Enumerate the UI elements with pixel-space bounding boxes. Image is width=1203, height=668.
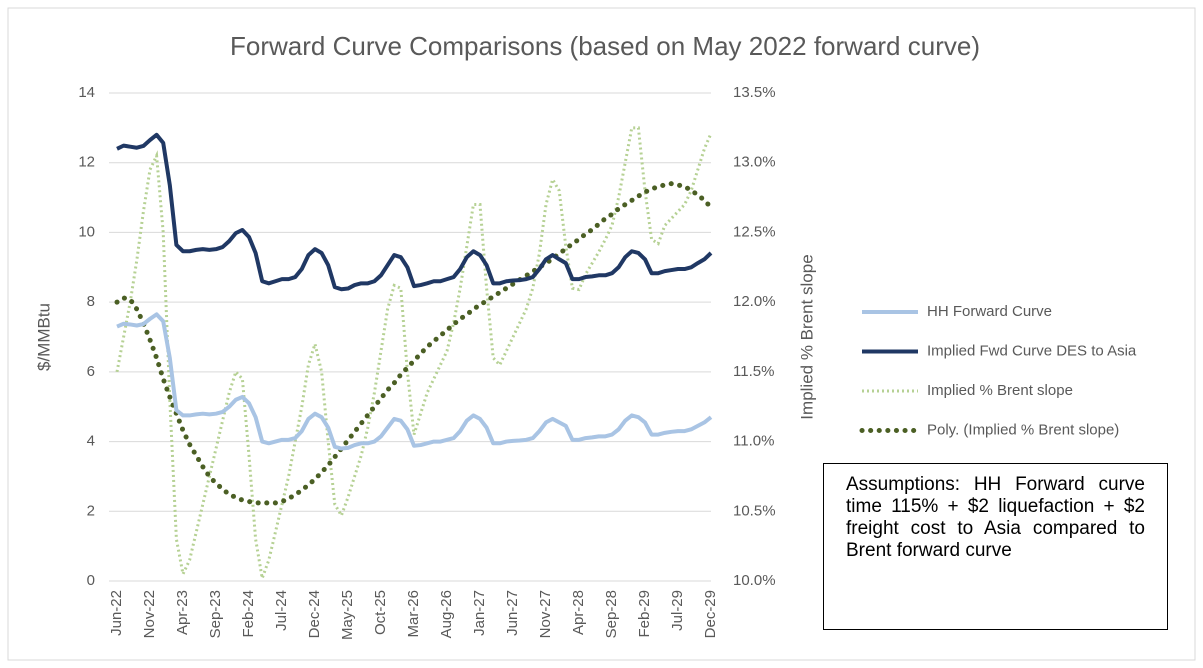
y2-tick-label: 13.0% <box>733 154 776 171</box>
y2-tick-label: 12.5% <box>733 223 776 240</box>
x-tick-label: Dec-29 <box>702 590 719 638</box>
legend-label: HH Forward Curve <box>927 303 1052 320</box>
y-tick-label: 14 <box>78 84 95 101</box>
x-tick-label: Nov-27 <box>537 590 554 638</box>
y-axis-title: $/MMBtu <box>34 303 53 371</box>
y2-tick-label: 11.0% <box>733 433 774 450</box>
series-line <box>116 312 713 451</box>
y-tick-label: 2 <box>87 502 95 519</box>
x-tick-label: Jul-24 <box>273 590 290 631</box>
chart-title: Forward Curve Comparisons (based on May … <box>230 31 980 61</box>
x-tick-label: Apr-28 <box>570 590 587 635</box>
y2-tick-label: 13.5% <box>733 84 776 101</box>
y2-tick-label: 10.0% <box>733 572 776 589</box>
x-tick-label: May-25 <box>339 590 356 640</box>
y-tick-label: 6 <box>87 363 95 380</box>
y2-axis-title: Implied % Brent slope <box>797 254 816 419</box>
x-tick-label: Jun-27 <box>504 590 521 636</box>
x-tick-label: Dec-24 <box>306 590 323 638</box>
x-tick-label: Apr-23 <box>174 590 191 635</box>
x-tick-label: Jun-22 <box>108 590 125 636</box>
x-tick-label: Feb-24 <box>240 590 257 638</box>
series-line <box>116 132 713 292</box>
legend-label: Poly. (Implied % Brent slope) <box>927 421 1119 438</box>
y-tick-label: 4 <box>87 433 95 450</box>
y2-tick-label: 12.0% <box>733 293 776 310</box>
y-tick-label: 12 <box>78 154 95 171</box>
y-tick-label: 10 <box>78 223 95 240</box>
y-tick-label: 8 <box>87 293 95 310</box>
legend-label: Implied Fwd Curve DES to Asia <box>927 342 1137 359</box>
y2-tick-label: 11.5% <box>733 363 774 380</box>
x-tick-label: Mar-26 <box>405 590 422 638</box>
legend-label: Implied % Brent slope <box>927 382 1073 399</box>
annotation: Assumptions: HH Forward curve time 115% … <box>823 463 1168 630</box>
x-tick-label: Sep-23 <box>207 590 224 638</box>
x-tick-label: Feb-29 <box>636 590 653 638</box>
x-tick-label: Nov-22 <box>141 590 158 638</box>
x-tick-label: Jul-29 <box>669 590 686 631</box>
x-tick-label: Jan-27 <box>471 590 488 636</box>
series-line <box>114 181 714 506</box>
series-line <box>115 126 713 585</box>
x-tick-label: Oct-25 <box>372 590 389 635</box>
x-tick-label: Sep-28 <box>603 590 620 638</box>
y-tick-label: 0 <box>87 572 95 589</box>
x-tick-label: Aug-26 <box>438 590 455 638</box>
y2-tick-label: 10.5% <box>733 502 776 519</box>
